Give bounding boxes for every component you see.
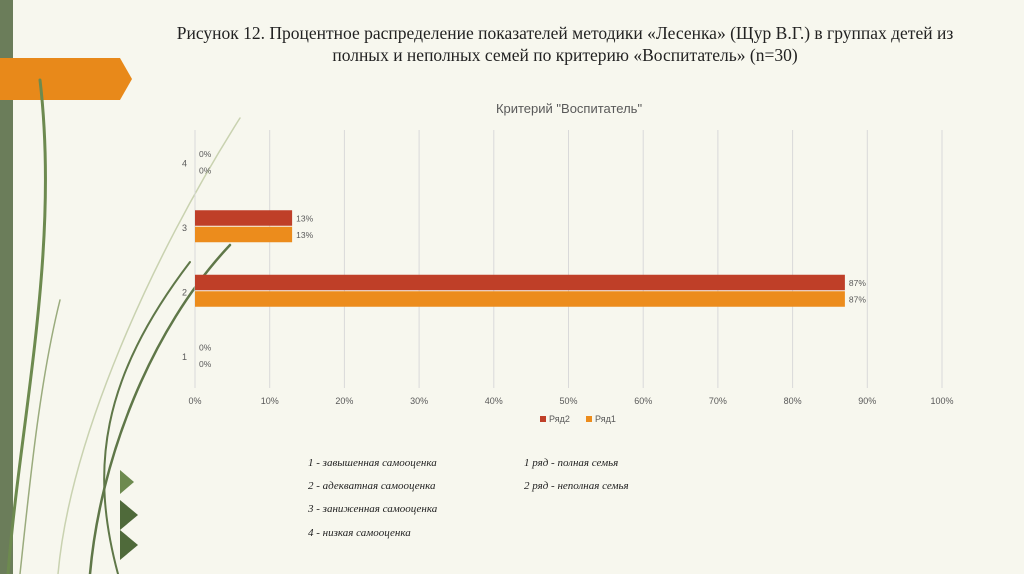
y-tick-label: 4 — [182, 158, 187, 168]
note-series-2: 2 ряд - неполная семья — [524, 480, 629, 492]
x-tick-label: 50% — [559, 396, 577, 406]
bar — [195, 210, 293, 226]
note-self-esteem-3: 3 - заниженная самооценка — [308, 503, 438, 515]
legend-label: Ряд1 — [595, 414, 616, 424]
data-label: 13% — [296, 214, 313, 224]
x-tick-label: 100% — [930, 396, 953, 406]
left-sidebar-stripe — [0, 0, 13, 574]
x-tick-label: 80% — [784, 396, 802, 406]
data-label: 0% — [199, 149, 212, 159]
data-label: 0% — [199, 359, 212, 369]
bar — [195, 226, 293, 243]
note-self-esteem-4: 4 - низкая самооценка — [308, 527, 411, 539]
x-tick-label: 30% — [410, 396, 428, 406]
bar — [195, 274, 845, 291]
chart-title: Критерий "Воспитатель" — [496, 101, 643, 116]
decor-curve — [57, 117, 241, 574]
y-tick-label: 2 — [182, 287, 187, 297]
decor-curve — [103, 261, 191, 574]
orange-arrow-banner — [0, 58, 132, 100]
decor-leaf-arrow — [120, 530, 138, 560]
x-tick-label: 60% — [634, 396, 652, 406]
data-label: 0% — [199, 343, 212, 353]
x-tick-label: 90% — [858, 396, 876, 406]
y-tick-label: 3 — [182, 223, 187, 233]
slide-title: Рисунок 12. Процентное распределение пок… — [176, 23, 954, 65]
legend-label: Ряд2 — [549, 414, 570, 424]
decor-leaf-arrow — [120, 470, 134, 494]
decor-curve — [19, 299, 61, 574]
x-tick-label: 20% — [335, 396, 353, 406]
x-tick-label: 0% — [188, 396, 201, 406]
decor-curve — [6, 78, 47, 574]
decor-leaf-arrow — [120, 500, 138, 530]
bar — [195, 291, 845, 307]
note-self-esteem-1: 1 - завышенная самооценка — [308, 457, 437, 469]
data-label: 87% — [849, 278, 866, 288]
legend-swatch — [540, 416, 546, 422]
data-label: 87% — [849, 295, 866, 305]
x-tick-label: 10% — [261, 396, 279, 406]
note-series-1: 1 ряд - полная семья — [524, 457, 619, 469]
legend-swatch — [586, 416, 592, 422]
data-label: 0% — [199, 166, 212, 176]
x-tick-label: 40% — [485, 396, 503, 406]
data-label: 13% — [296, 230, 313, 240]
note-self-esteem-2: 2 - адекватная самооценка — [308, 480, 436, 492]
x-tick-label: 70% — [709, 396, 727, 406]
y-tick-label: 1 — [182, 352, 187, 362]
